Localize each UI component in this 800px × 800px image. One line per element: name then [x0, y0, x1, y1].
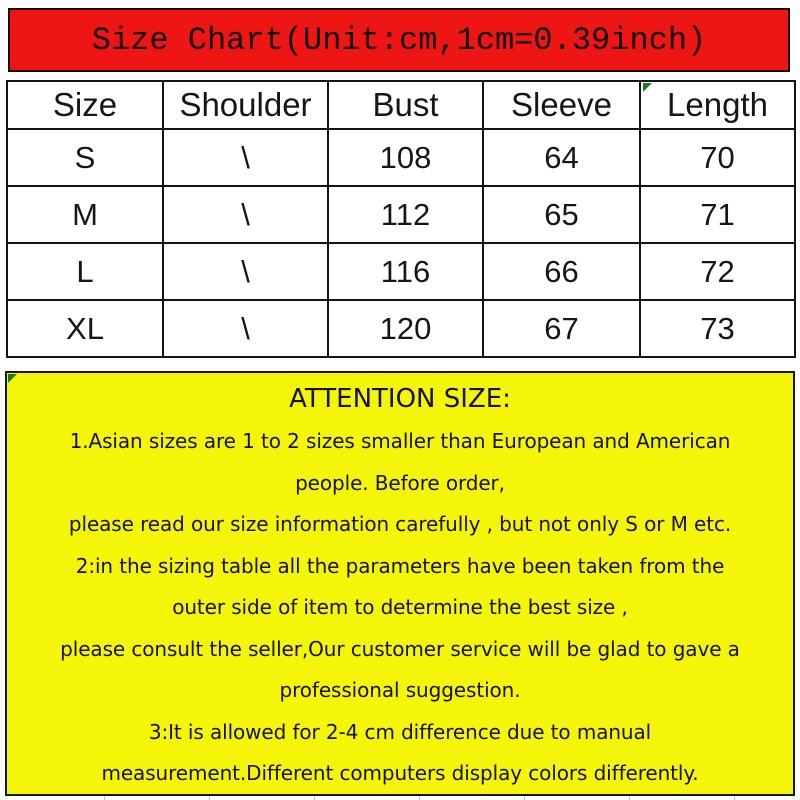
cell-length: 72: [639, 242, 796, 301]
attention-line: professional suggestion.: [279, 678, 521, 702]
cell-size: M: [6, 185, 164, 244]
banner-title: Size Chart(Unit:cm,1cm=0.39inch): [91, 21, 707, 59]
attention-line: measurement.Different computers display …: [101, 761, 699, 785]
table-row-m: M \ 112 65 71: [6, 185, 796, 244]
table-row-xl: XL \ 120 67 73: [6, 299, 796, 358]
cell-bust: 112: [327, 185, 484, 244]
cell-size: XL: [6, 299, 164, 358]
cell-length: 71: [639, 185, 796, 244]
cell-bust: 108: [327, 128, 484, 187]
cell-shoulder: \: [162, 242, 329, 301]
cell-size: L: [6, 242, 164, 301]
cell-sleeve: 64: [482, 128, 641, 187]
header-cell-size: Size: [6, 80, 164, 130]
attention-line: 3:It is allowed for 2-4 cm difference du…: [148, 719, 652, 744]
attention-line: people. Before order,: [295, 470, 505, 495]
header-cell-length: Length: [639, 80, 796, 130]
cell-shoulder: \: [162, 299, 329, 358]
attention-title: ATTENTION SIZE:: [289, 384, 511, 414]
cell-shoulder: \: [162, 185, 329, 244]
header-cell-bust: Bust: [327, 80, 484, 130]
excel-comment-marker-icon: [643, 83, 652, 92]
cell-bust: 120: [327, 299, 484, 358]
attention-line: 2:in the sizing table all the parameters…: [75, 553, 725, 578]
cell-sleeve: 67: [482, 299, 641, 358]
table-row-s: S \ 108 64 70: [6, 128, 796, 187]
size-table: Size Shoulder Bust Sleeve Length S \ 108…: [6, 80, 796, 358]
cell-bust: 116: [327, 242, 484, 301]
attention-panel: ATTENTION SIZE: 1.Asian sizes are 1 to 2…: [5, 371, 795, 796]
attention-line: please consult the seller,Our customer s…: [60, 636, 740, 661]
excel-comment-marker-icon: [8, 374, 17, 383]
table-header-row: Size Shoulder Bust Sleeve Length: [6, 80, 796, 130]
attention-line: please read our size information careful…: [68, 512, 732, 536]
cell-sleeve: 65: [482, 185, 641, 244]
banner: Size Chart(Unit:cm,1cm=0.39inch): [8, 8, 790, 72]
cell-length: 73: [639, 299, 796, 358]
cell-shoulder: \: [162, 128, 329, 187]
cell-length: 70: [639, 128, 796, 187]
header-cell-shoulder: Shoulder: [162, 80, 329, 130]
size-table-wrap: Size Shoulder Bust Sleeve Length S \ 108…: [6, 80, 796, 358]
header-cell-sleeve: Sleeve: [482, 80, 641, 130]
bottom-gridline-strip: [0, 796, 800, 800]
cell-sleeve: 66: [482, 242, 641, 301]
attention-line: 1.Asian sizes are 1 to 2 sizes smaller t…: [69, 429, 731, 453]
cell-size: S: [6, 128, 164, 187]
table-row-l: L \ 116 66 72: [6, 242, 796, 301]
attention-line: outer side of item to determine the best…: [172, 595, 628, 619]
